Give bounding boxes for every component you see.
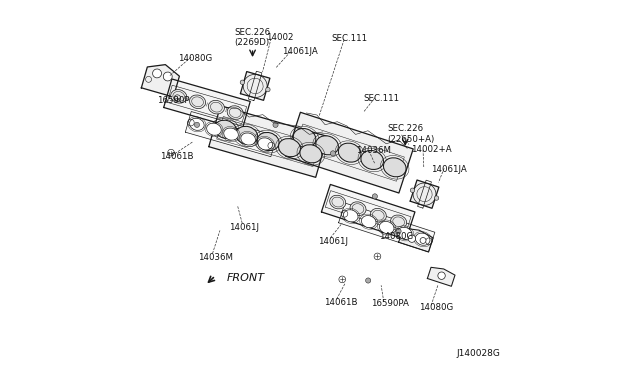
Text: SEC.226
(2269D): SEC.226 (2269D)	[234, 28, 270, 48]
Text: 14061J: 14061J	[318, 237, 348, 246]
Ellipse shape	[438, 272, 445, 279]
Ellipse shape	[224, 128, 238, 140]
Ellipse shape	[350, 202, 366, 215]
Ellipse shape	[240, 80, 244, 84]
Text: FRONT: FRONT	[227, 273, 264, 283]
Text: 14061B: 14061B	[324, 298, 358, 307]
Text: 16590PA: 16590PA	[371, 299, 409, 308]
Ellipse shape	[390, 215, 406, 229]
Ellipse shape	[189, 118, 204, 130]
Polygon shape	[410, 180, 439, 208]
Ellipse shape	[397, 227, 412, 240]
Ellipse shape	[383, 158, 406, 177]
Ellipse shape	[415, 233, 430, 245]
Ellipse shape	[273, 122, 278, 128]
Ellipse shape	[362, 216, 376, 228]
Text: 16590P: 16590P	[157, 96, 189, 105]
Ellipse shape	[207, 123, 221, 135]
Polygon shape	[141, 65, 179, 97]
Polygon shape	[164, 79, 250, 130]
Ellipse shape	[278, 139, 300, 157]
Ellipse shape	[236, 126, 258, 144]
Text: SEC.111: SEC.111	[332, 34, 368, 43]
Ellipse shape	[227, 106, 243, 119]
Text: 14061J: 14061J	[229, 223, 259, 232]
Text: 14061JA: 14061JA	[431, 165, 467, 174]
Ellipse shape	[361, 151, 383, 170]
Ellipse shape	[258, 138, 273, 150]
Polygon shape	[399, 228, 433, 252]
Ellipse shape	[435, 196, 439, 200]
Ellipse shape	[380, 221, 394, 234]
Ellipse shape	[293, 128, 316, 147]
Ellipse shape	[408, 235, 415, 242]
Ellipse shape	[241, 133, 255, 145]
Ellipse shape	[365, 278, 371, 283]
Ellipse shape	[420, 237, 426, 243]
Text: 14036M: 14036M	[198, 253, 233, 262]
Ellipse shape	[372, 194, 378, 199]
Ellipse shape	[410, 188, 415, 192]
Ellipse shape	[316, 136, 339, 155]
Ellipse shape	[396, 229, 401, 234]
Ellipse shape	[344, 210, 358, 222]
Polygon shape	[286, 112, 413, 193]
Ellipse shape	[330, 195, 346, 209]
Ellipse shape	[266, 87, 270, 92]
Text: 14080G: 14080G	[378, 231, 413, 241]
Polygon shape	[209, 106, 328, 177]
Polygon shape	[339, 203, 435, 252]
Polygon shape	[186, 112, 276, 157]
Text: J140028G: J140028G	[456, 349, 500, 358]
Text: 14061JA: 14061JA	[282, 47, 318, 56]
Text: 14002+A: 14002+A	[411, 145, 451, 154]
Ellipse shape	[171, 90, 187, 103]
Ellipse shape	[371, 208, 387, 222]
Text: 14061B: 14061B	[160, 152, 193, 161]
Ellipse shape	[300, 145, 322, 163]
Polygon shape	[241, 71, 270, 100]
Ellipse shape	[163, 72, 172, 81]
Ellipse shape	[339, 143, 361, 162]
Text: SEC.111: SEC.111	[364, 94, 400, 103]
Text: SEC.226
(22650+A): SEC.226 (22650+A)	[387, 124, 435, 144]
Text: 14080G: 14080G	[179, 54, 212, 62]
Ellipse shape	[257, 132, 279, 151]
Ellipse shape	[330, 151, 335, 156]
Polygon shape	[321, 185, 415, 240]
Polygon shape	[428, 267, 455, 286]
Ellipse shape	[208, 100, 225, 114]
Text: 14002: 14002	[266, 33, 294, 42]
Text: 14036M: 14036M	[356, 146, 391, 155]
Ellipse shape	[214, 120, 236, 138]
Text: 14080G: 14080G	[419, 303, 454, 312]
Ellipse shape	[152, 69, 161, 78]
Ellipse shape	[189, 95, 205, 109]
Ellipse shape	[195, 122, 200, 128]
